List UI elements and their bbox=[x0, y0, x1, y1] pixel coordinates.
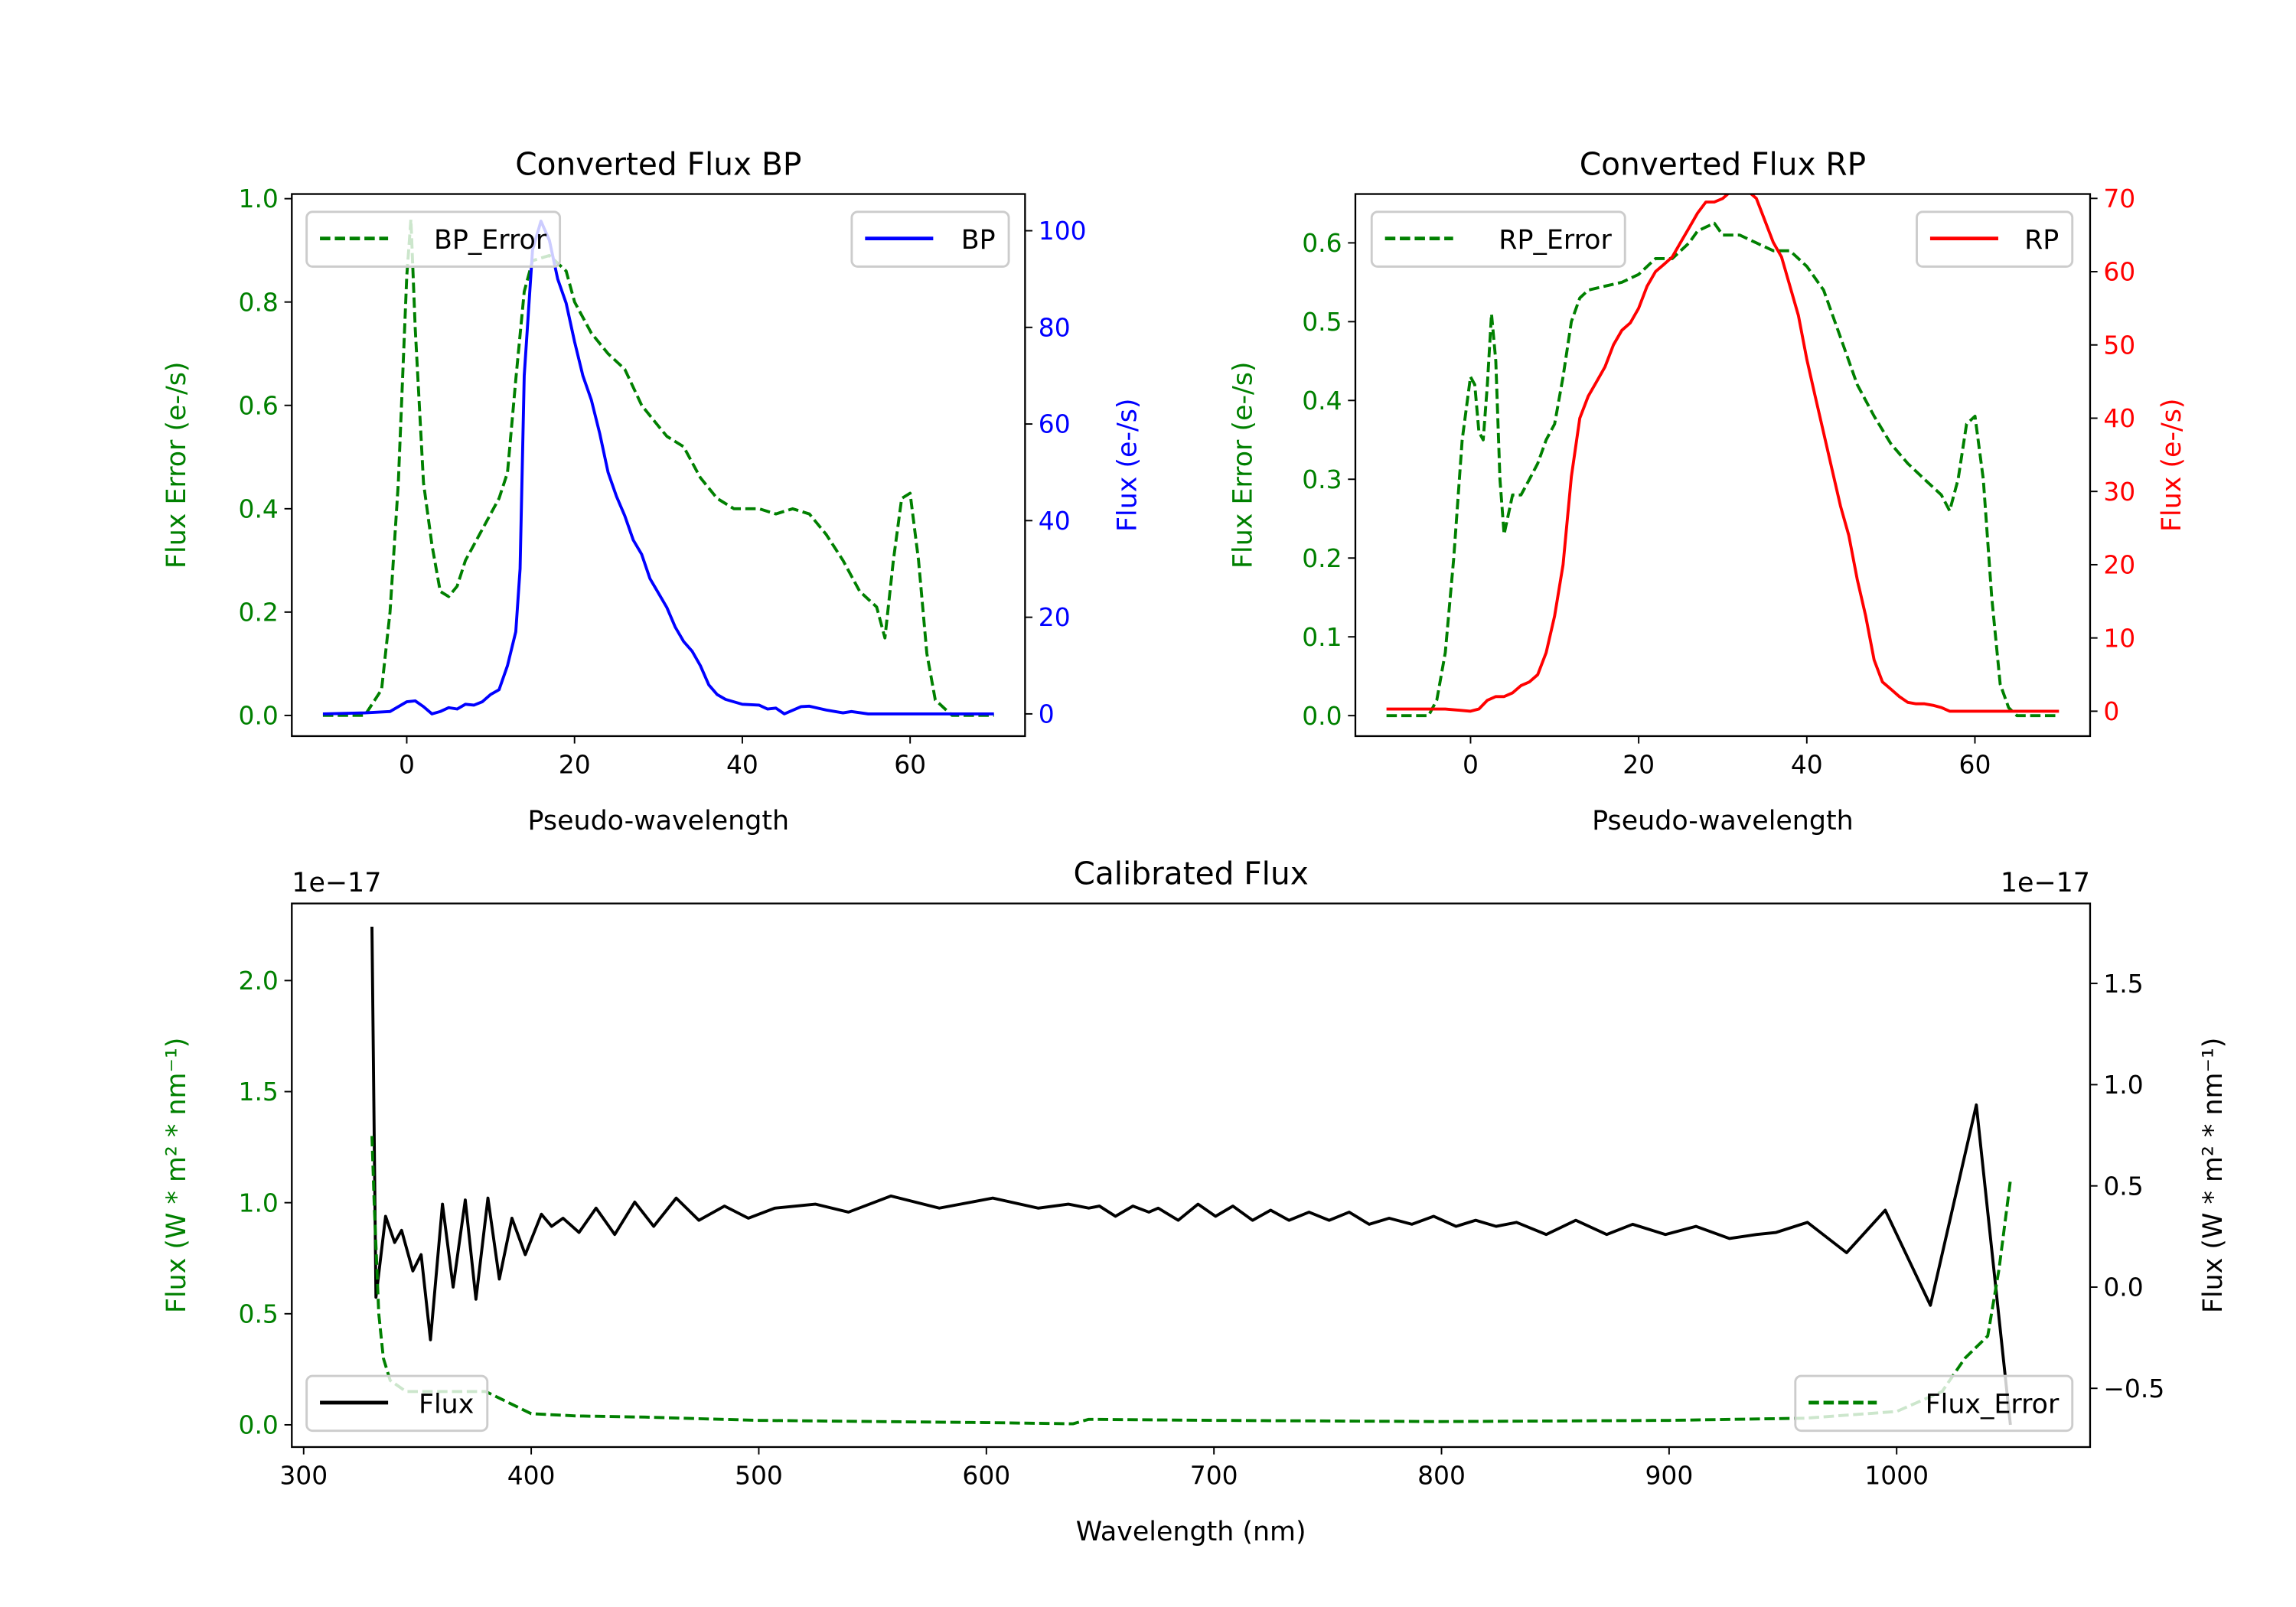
x-tick-label: 20 bbox=[559, 749, 591, 779]
y-left-axis-label: Flux Error (e-/s) bbox=[161, 361, 192, 568]
x-tick-label: 300 bbox=[279, 1460, 328, 1490]
bp-panel: 0 20 40 60 0.0 0.2 0.4 0.6 0.8 1.0 0 20 40 60 80 100 Con… bbox=[161, 145, 1143, 836]
x-tick-label: 40 bbox=[1791, 749, 1823, 779]
y-right-tick-label: 20 bbox=[2103, 550, 2135, 580]
y-right-tick-label: 0 bbox=[2103, 696, 2119, 726]
legend-rp-error: RP_Error bbox=[1370, 210, 1626, 268]
x-axis-label: Wavelength (nm) bbox=[1076, 1517, 1306, 1547]
y-left-tick-label: 0.0 bbox=[1302, 701, 1342, 731]
legend-label: BP_Error bbox=[434, 225, 547, 256]
y-right-tick-label: 60 bbox=[2103, 257, 2135, 287]
series-line-bp bbox=[322, 220, 994, 715]
legend-label: Flux bbox=[419, 1389, 474, 1420]
y-right-offset-label: 1e−17 bbox=[2001, 868, 2090, 898]
legend-label: Flux_Error bbox=[1926, 1389, 2060, 1420]
x-tick-label: 20 bbox=[1623, 749, 1655, 779]
panels: 0 20 40 600.00.20.40.60.81.0020406080100Con… bbox=[161, 145, 2229, 1547]
y-left-tick-label: 1.0 bbox=[239, 1188, 279, 1217]
x-tick-label: 500 bbox=[735, 1460, 783, 1490]
y-right-tick-label: 0.5 bbox=[2103, 1171, 2143, 1201]
y-left-tick-label: 0.0 bbox=[239, 1410, 279, 1440]
y-left-axis-label: Flux Error (e-/s) bbox=[1228, 361, 1258, 568]
x-tick-label: 800 bbox=[1417, 1460, 1466, 1490]
x-tick-label: 0 bbox=[399, 749, 415, 779]
y-right-tick-label: 0 bbox=[1039, 699, 1055, 729]
x-tick-label: 400 bbox=[507, 1460, 556, 1490]
y-left-axis-label: Flux (W * m² * nm⁻¹) bbox=[161, 1038, 192, 1313]
chart-title: Converted Flux RP bbox=[1580, 145, 1866, 182]
legend-label: BP bbox=[961, 225, 996, 256]
y-right-tick-label: 60 bbox=[1039, 409, 1071, 439]
y-left-tick-label: 0.5 bbox=[239, 1299, 279, 1328]
x-tick-label: 60 bbox=[894, 749, 926, 779]
y-left-tick-label: 0.4 bbox=[239, 494, 279, 523]
y-right-tick-label: 1.5 bbox=[2103, 969, 2143, 999]
y-right-tick-label: 1.0 bbox=[2103, 1070, 2143, 1100]
y-left-tick-label: 0.3 bbox=[1302, 464, 1342, 494]
x-tick-label: 0 bbox=[1463, 749, 1479, 779]
x-axis-label: Pseudo-wavelength bbox=[528, 806, 790, 836]
y-right-tick-label: 100 bbox=[1039, 216, 1087, 246]
legend-bp: BP bbox=[850, 210, 1010, 268]
y-right-tick-label: −0.5 bbox=[2103, 1374, 2164, 1403]
legend-label: RP bbox=[2024, 225, 2059, 256]
y-right-axis-label: Flux (W * m² * nm⁻¹) bbox=[2198, 1038, 2229, 1313]
x-axis-label: Pseudo-wavelength bbox=[1592, 806, 1854, 836]
x-tick-label: 1000 bbox=[1864, 1460, 1929, 1490]
y-left-tick-label: 0.8 bbox=[239, 287, 279, 317]
legend-bp-error: BP_Error bbox=[305, 210, 562, 268]
rp-panel: 0 20 40 60 0.0 0.1 0.2 0.3 0.4 0.5 0.6 0 10 20 30 40 50 6… bbox=[1228, 145, 2187, 836]
axes-frame bbox=[1354, 193, 2092, 738]
series-line-rp bbox=[1386, 194, 2060, 713]
y-right-tick-label: 40 bbox=[1039, 506, 1071, 536]
y-left-tick-label: 2.0 bbox=[239, 966, 279, 996]
x-tick-label: 900 bbox=[1645, 1460, 1693, 1490]
y-left-tick-label: 1.0 bbox=[239, 184, 279, 214]
series-line-bp-error bbox=[322, 217, 994, 717]
y-left-tick-label: 0.5 bbox=[1302, 307, 1342, 337]
legend-flux: Flux bbox=[305, 1374, 489, 1433]
y-right-tick-label: 30 bbox=[2103, 477, 2135, 507]
y-left-tick-label: 0.1 bbox=[1302, 622, 1342, 652]
y-left-tick-label: 0.6 bbox=[1302, 228, 1342, 258]
legend-box bbox=[305, 1374, 489, 1433]
axes-frame bbox=[291, 193, 1026, 738]
y-right-tick-label: 70 bbox=[2103, 184, 2135, 214]
y-right-axis-label: Flux (e-/s) bbox=[1113, 398, 1143, 532]
y-left-tick-label: 0.0 bbox=[239, 701, 279, 731]
y-right-tick-label: 0.0 bbox=[2103, 1273, 2143, 1302]
y-left-tick-label: 1.5 bbox=[239, 1077, 279, 1107]
y-left-tick-label: 0.2 bbox=[239, 597, 279, 627]
y-right-tick-label: 50 bbox=[2103, 330, 2135, 360]
legend-box bbox=[1794, 1374, 2074, 1433]
axes-frame bbox=[291, 902, 2092, 1449]
legend-flux-error: Flux_Error bbox=[1794, 1374, 2074, 1433]
y-left-tick-label: 0.6 bbox=[239, 390, 279, 420]
y-right-axis-label: Flux (e-/s) bbox=[2157, 398, 2187, 532]
y-left-tick-label: 0.2 bbox=[1302, 543, 1342, 573]
y-right-tick-label: 10 bbox=[2103, 623, 2135, 653]
legend-box bbox=[1370, 210, 1626, 268]
legend-label: RP_Error bbox=[1499, 225, 1612, 256]
legend-rp: RP bbox=[1916, 210, 2074, 268]
y-right-tick-label: 40 bbox=[2103, 403, 2135, 433]
x-tick-label: 40 bbox=[726, 749, 758, 779]
chart-title: Converted Flux BP bbox=[515, 145, 801, 182]
y-right-tick-label: 20 bbox=[1039, 602, 1071, 632]
x-tick-label: 600 bbox=[962, 1460, 1010, 1490]
y-right-tick-label: 80 bbox=[1039, 312, 1071, 342]
series-line-flux bbox=[370, 927, 2012, 1426]
cal-panel: 300 400 500 600 700 800 900 1000 0.0 0.5 1.0 1.5 2.0… bbox=[161, 855, 2229, 1547]
x-tick-label: 60 bbox=[1959, 749, 1991, 779]
x-tick-label: 700 bbox=[1190, 1460, 1238, 1490]
y-left-tick-label: 0.4 bbox=[1302, 386, 1342, 416]
y-left-offset-label: 1e−17 bbox=[292, 868, 381, 898]
chart-title: Calibrated Flux bbox=[1073, 855, 1308, 892]
legend-box bbox=[305, 210, 562, 268]
